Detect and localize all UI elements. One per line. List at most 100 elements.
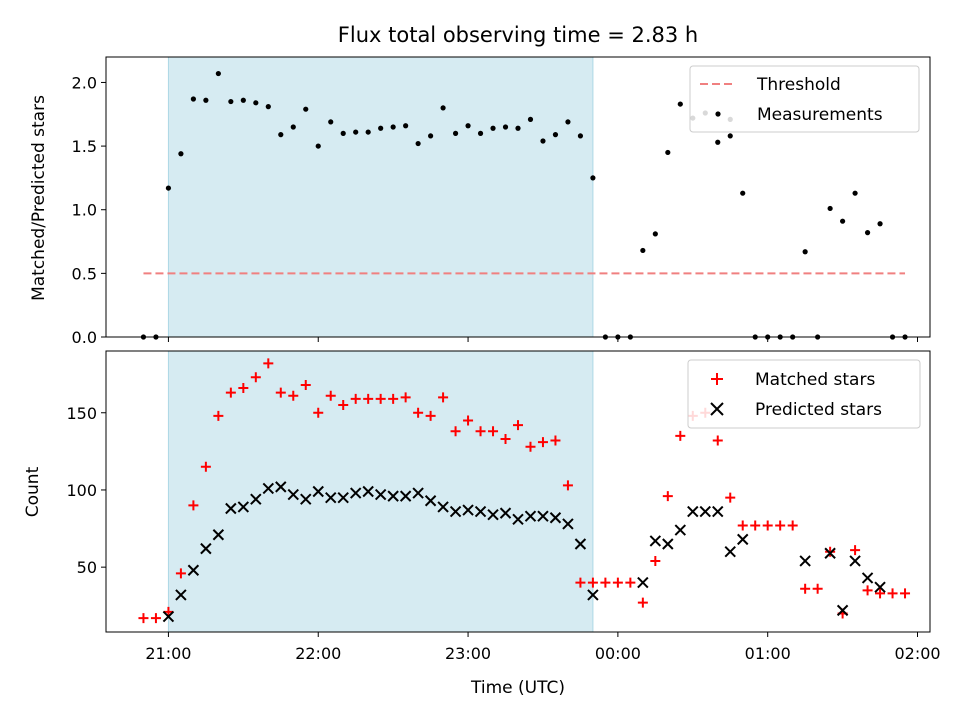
matched-star-marker bbox=[812, 583, 823, 594]
predicted-star-marker bbox=[287, 488, 299, 501]
matched-star-marker bbox=[900, 588, 911, 599]
predicted-star-marker bbox=[449, 505, 462, 518]
matched-star-marker bbox=[488, 426, 499, 437]
predicted-star-marker bbox=[562, 518, 574, 530]
predicted-star-marker bbox=[737, 533, 749, 546]
matched-star-marker bbox=[737, 520, 748, 531]
matched-star-marker bbox=[825, 546, 836, 557]
matched-star-marker bbox=[887, 588, 898, 599]
measurement-point bbox=[515, 125, 521, 131]
measurement-point bbox=[353, 129, 359, 135]
predicted-star-marker bbox=[587, 589, 599, 601]
top-panel: 0.0 0.5 1.0 1.5 2.0 Threshold Measurements bbox=[72, 56, 931, 347]
predicted-star-marker bbox=[549, 512, 562, 524]
predicted-star-marker bbox=[237, 501, 250, 513]
predicted-star-marker bbox=[637, 576, 649, 589]
measurement-point bbox=[852, 190, 858, 196]
predicted-star-marker bbox=[362, 485, 374, 498]
matched-star-marker bbox=[300, 379, 311, 390]
measurement-point bbox=[378, 125, 384, 131]
measurement-point bbox=[178, 151, 184, 157]
measurement-point bbox=[577, 133, 584, 139]
matched-star-marker bbox=[475, 426, 486, 437]
matched-star-marker bbox=[138, 613, 149, 624]
measurement-point bbox=[290, 124, 296, 130]
legend-matched-label: Matched stars bbox=[755, 370, 875, 390]
top-y-axis-label: Matched/Predicted stars bbox=[29, 95, 49, 301]
y-tick-label: 1.0 bbox=[72, 201, 97, 220]
matched-star-marker bbox=[500, 434, 511, 445]
measurement-point bbox=[465, 123, 471, 129]
x-tick-label: 23:00 bbox=[445, 644, 491, 663]
measurement-point bbox=[540, 138, 546, 144]
measurement-point bbox=[315, 143, 321, 149]
matched-star-marker bbox=[587, 577, 598, 588]
matched-star-marker bbox=[875, 588, 886, 599]
measurement-point bbox=[490, 125, 496, 131]
matched-star-marker bbox=[463, 415, 474, 426]
legend-matched-swatch bbox=[711, 373, 723, 385]
matched-star-marker bbox=[313, 407, 324, 418]
matched-star-marker bbox=[862, 585, 873, 596]
matched-star-marker bbox=[762, 520, 773, 531]
matched-star-marker bbox=[650, 555, 661, 566]
measurement-point bbox=[565, 119, 571, 125]
predicted-star-marker bbox=[874, 581, 886, 593]
predicted-star-marker bbox=[574, 538, 587, 550]
predicted-star-marker bbox=[537, 510, 549, 522]
matched-star-marker bbox=[263, 358, 274, 369]
legend: Matched stars Predicted stars bbox=[687, 359, 921, 429]
predicted-star-marker bbox=[325, 491, 337, 504]
matched-star-marker bbox=[550, 435, 561, 446]
predicted-star-marker bbox=[337, 491, 349, 504]
predicted-star-marker bbox=[662, 538, 674, 550]
predicted-star-marker bbox=[424, 495, 437, 507]
predicted-star-marker bbox=[225, 502, 237, 515]
matched-star-marker bbox=[712, 435, 723, 446]
measurement-point bbox=[203, 97, 209, 103]
matched-star-marker bbox=[625, 577, 636, 588]
y-tick-label: 0.0 bbox=[72, 328, 97, 347]
y-tick-label: 50 bbox=[77, 558, 97, 577]
matched-star-marker bbox=[225, 387, 236, 398]
matched-star-marker bbox=[363, 393, 374, 404]
predicted-star-marker bbox=[487, 508, 499, 521]
matched-star-marker bbox=[350, 393, 361, 404]
predicted-star-marker bbox=[275, 481, 287, 493]
predicted-star-marker bbox=[512, 513, 524, 525]
matched-star-marker bbox=[188, 500, 199, 511]
matched-star-marker bbox=[750, 520, 761, 531]
measurement-point bbox=[527, 116, 534, 122]
matched-star-marker bbox=[600, 577, 611, 588]
matched-star-marker bbox=[325, 390, 336, 401]
predicted-star-marker bbox=[399, 490, 412, 502]
matched-star-marker bbox=[513, 420, 523, 431]
axes-frame bbox=[105, 350, 931, 633]
chart-title: Flux total observing time = 2.83 h bbox=[338, 23, 698, 47]
measurement-point bbox=[278, 132, 284, 138]
predicted-star-marker bbox=[474, 505, 487, 518]
matched-star-marker bbox=[150, 613, 161, 624]
predicted-star-marker bbox=[437, 501, 449, 513]
legend-measurements-label: Measurements bbox=[757, 105, 883, 125]
measurement-point bbox=[502, 124, 509, 130]
matched-star-marker bbox=[213, 410, 224, 421]
measurement-point bbox=[440, 105, 446, 111]
measurement-point bbox=[415, 140, 421, 147]
predicted-star-marker bbox=[462, 504, 474, 516]
matched-star-marker bbox=[275, 387, 286, 398]
observing-window-shade bbox=[167, 56, 594, 338]
x-axis-label: Time (UTC) bbox=[470, 678, 565, 698]
measurement-point bbox=[665, 149, 671, 156]
measurement-point bbox=[477, 130, 484, 136]
measurement-point bbox=[428, 133, 434, 139]
predicted-star-marker bbox=[699, 505, 711, 518]
bottom-panel: 50 100 150 21:00 22:00 23:00 00:00 01:00 02:00 Ma… bbox=[66, 350, 941, 663]
matched-star-marker bbox=[450, 426, 461, 437]
predicted-star-marker bbox=[674, 524, 687, 536]
measurement-point bbox=[877, 221, 883, 227]
predicted-star-marker bbox=[175, 589, 187, 601]
bottom-y-axis-label: Count bbox=[23, 466, 43, 517]
measurement-point bbox=[802, 249, 808, 255]
predicted-star-marker bbox=[162, 610, 175, 623]
